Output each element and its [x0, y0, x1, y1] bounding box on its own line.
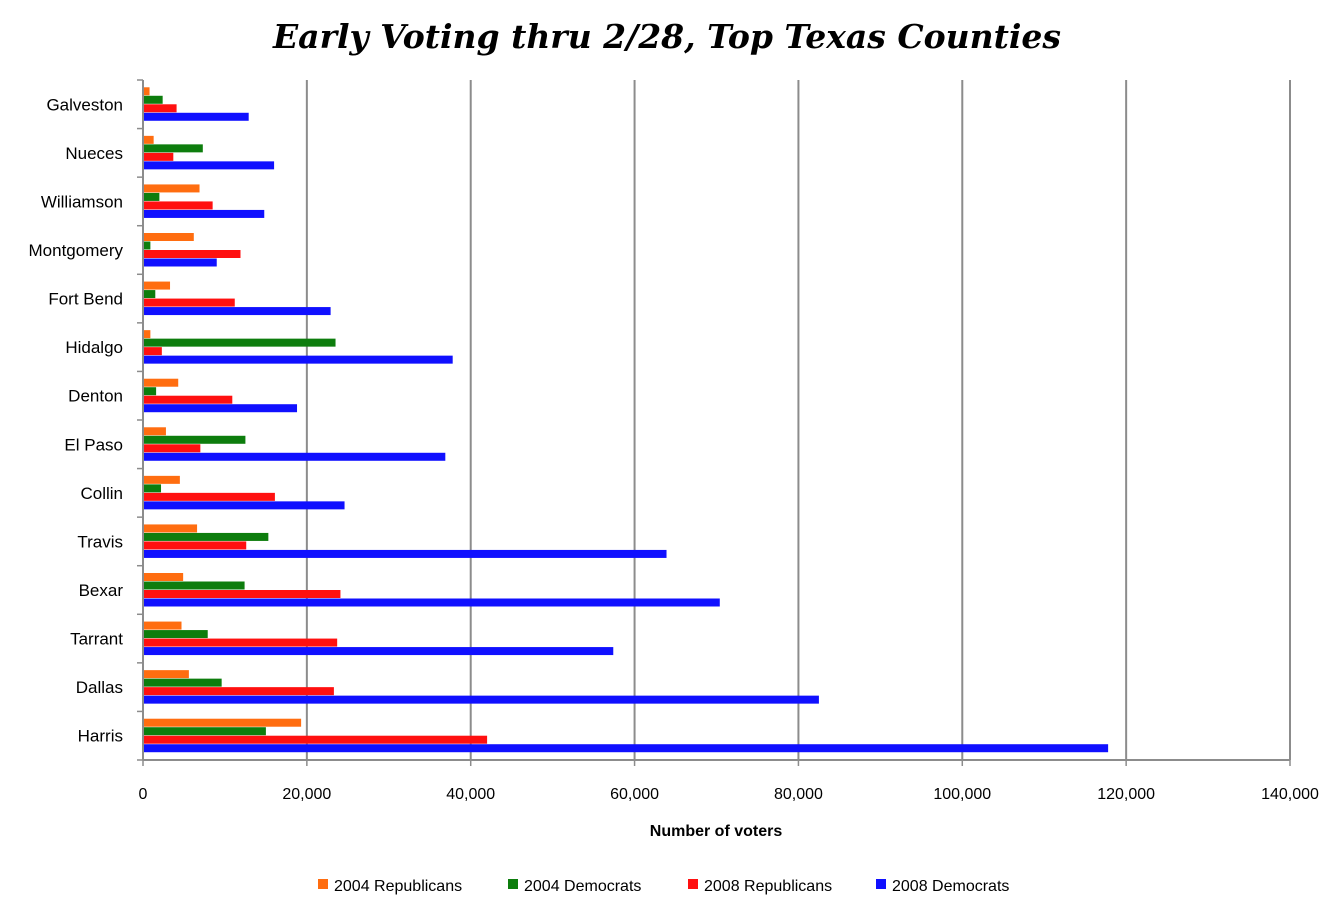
bar: [143, 532, 269, 541]
bar: [143, 678, 222, 687]
bar: [143, 387, 157, 396]
bar: [143, 241, 151, 250]
x-tick-label: 100,000: [933, 786, 991, 803]
bar: [143, 727, 266, 736]
bar: [143, 112, 249, 121]
bar: [143, 209, 265, 218]
bar: [143, 630, 208, 639]
bar: [143, 718, 302, 727]
x-tick-label: 120,000: [1097, 786, 1155, 803]
bar: [143, 621, 182, 630]
legend-swatch: [876, 879, 886, 889]
bar: [143, 524, 198, 533]
x-tick-label: 140,000: [1261, 786, 1319, 803]
bar: [143, 258, 217, 267]
bar: [143, 144, 203, 153]
bar: [143, 638, 338, 647]
category-label: El Paso: [64, 435, 123, 454]
bar: [143, 298, 235, 307]
bar: [143, 87, 150, 96]
bar: [143, 735, 488, 744]
legend-label: 2004 Democrats: [524, 878, 641, 895]
bar: [143, 192, 160, 201]
bar: [143, 152, 174, 161]
bar: [143, 104, 177, 113]
bar: [143, 492, 275, 501]
bar: [143, 695, 819, 704]
category-label: Hidalgo: [65, 338, 123, 357]
bar: [143, 338, 336, 347]
category-label: Denton: [68, 387, 123, 406]
bar: [143, 427, 166, 436]
legend-swatch: [508, 879, 518, 889]
category-labels: Galveston Nueces Williamson Montgomery Fort …: [29, 95, 124, 745]
x-tick-label: 60,000: [610, 786, 659, 803]
category-label: Galveston: [46, 95, 123, 114]
bar: [143, 355, 453, 364]
bar: [143, 290, 156, 299]
bar: [143, 452, 446, 461]
bar: [143, 444, 201, 453]
bar: [143, 135, 154, 144]
legend: 2004 Republicans 2004 Democrats 2008 Repub…: [318, 878, 1009, 895]
bar: [143, 395, 233, 404]
bar: [143, 250, 241, 258]
x-tick-label: 40,000: [446, 786, 495, 803]
bar: [143, 330, 151, 339]
category-label: Fort Bend: [48, 290, 123, 309]
category-label: Collin: [80, 484, 123, 503]
bar: [143, 590, 341, 598]
category-label: Tarrant: [70, 630, 123, 649]
bar: [143, 378, 179, 387]
bar: [143, 347, 162, 356]
bar: [143, 184, 200, 193]
category-label: Harris: [78, 727, 123, 746]
bar: [143, 281, 171, 290]
legend-swatch: [318, 879, 328, 889]
bar: [143, 307, 331, 316]
bar: [143, 541, 247, 550]
bar: [143, 404, 298, 413]
bar: [143, 501, 345, 510]
category-label: Dallas: [76, 678, 123, 697]
legend-label: 2008 Republicans: [704, 878, 832, 895]
category-label: Travis: [77, 532, 123, 551]
bar: [143, 201, 213, 210]
bar: [143, 161, 275, 170]
x-tick-label: 20,000: [282, 786, 331, 803]
bar: [143, 95, 163, 104]
x-tick-label: 80,000: [774, 786, 823, 803]
legend-label: 2004 Republicans: [334, 878, 462, 895]
bar: [143, 647, 614, 656]
category-label: Nueces: [65, 144, 123, 163]
bar: [143, 581, 245, 590]
legend-swatch: [688, 879, 698, 889]
bar: [143, 744, 1109, 753]
bar: [143, 233, 194, 241]
bar: [143, 598, 720, 607]
grid-lines: [142, 80, 1291, 766]
category-label: Williamson: [41, 192, 123, 211]
bar: [143, 687, 334, 696]
bar: [143, 484, 162, 493]
bar: [143, 435, 246, 444]
category-label: Bexar: [79, 581, 124, 600]
bars: [143, 87, 1109, 753]
axes: [137, 79, 1290, 761]
x-axis-title: Number of voters: [650, 823, 783, 840]
bar: [143, 549, 667, 558]
bar: [143, 670, 189, 679]
x-tick-label: 0: [139, 786, 148, 803]
chart-title: Early Voting thru 2/28, Top Texas Counti…: [272, 17, 1061, 56]
category-label: Montgomery: [29, 241, 124, 260]
bar: [143, 573, 184, 581]
bar: [143, 475, 180, 484]
tick-labels: 0 20,000 40,000 60,000 80,000 100,000 120,000 1…: [139, 786, 1319, 803]
legend-label: 2008 Democrats: [892, 878, 1009, 895]
